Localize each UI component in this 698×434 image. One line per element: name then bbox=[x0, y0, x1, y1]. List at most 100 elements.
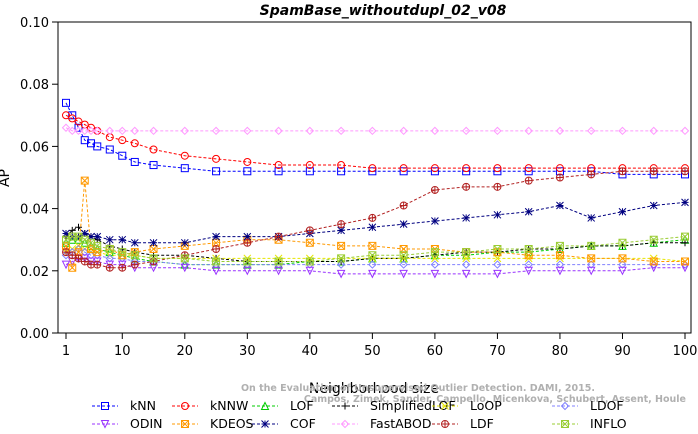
point-fastabod bbox=[461, 126, 471, 136]
y-tick-label: 0.08 bbox=[20, 78, 49, 93]
point-fastabod bbox=[368, 126, 377, 136]
point-kdeos bbox=[555, 251, 564, 260]
legend-label-knnw: kNNW bbox=[210, 398, 248, 413]
series-inflo bbox=[62, 232, 689, 266]
point-fastabod bbox=[524, 126, 533, 136]
point-odin bbox=[399, 269, 408, 279]
series-layer bbox=[61, 98, 690, 279]
point-odin bbox=[430, 269, 440, 279]
x-tick-label: 40 bbox=[302, 344, 319, 359]
point-knnw bbox=[399, 164, 408, 173]
x-tick-label: 70 bbox=[489, 344, 506, 359]
point-ldf bbox=[212, 245, 221, 254]
legend-item-knnw: kNNW bbox=[172, 398, 248, 413]
legend-marker-inflo bbox=[561, 420, 569, 428]
legend-marker-odin bbox=[100, 420, 110, 429]
point-knnw bbox=[80, 120, 89, 129]
point-ldf bbox=[493, 182, 502, 191]
point-inflo bbox=[274, 257, 283, 266]
point-cof bbox=[587, 214, 596, 222]
legend-item-lof: LOF bbox=[252, 398, 314, 413]
point-odin bbox=[305, 266, 315, 276]
point-odin bbox=[211, 266, 221, 276]
point-inflo bbox=[243, 257, 252, 266]
x-tick-label: 1 bbox=[62, 344, 70, 359]
point-kdeos bbox=[618, 254, 627, 263]
point-knnw bbox=[118, 136, 127, 145]
y-tick-label: 0.00 bbox=[20, 327, 49, 342]
legend-marker-fastabod bbox=[340, 419, 350, 429]
point-fastabod bbox=[86, 126, 96, 136]
point-cof bbox=[462, 214, 471, 222]
point-knnw bbox=[462, 164, 471, 173]
legend-label-lof: LOF bbox=[290, 398, 314, 413]
point-fastabod bbox=[618, 126, 627, 136]
point-knn bbox=[493, 167, 502, 176]
y-axis-label: AP bbox=[0, 169, 13, 187]
point-inflo bbox=[180, 254, 189, 263]
point-cof bbox=[93, 232, 102, 241]
point-cof bbox=[431, 217, 439, 225]
x-tick-label: 100 bbox=[673, 344, 698, 359]
point-kdeos bbox=[68, 263, 77, 272]
point-knn bbox=[368, 167, 377, 176]
point-cof bbox=[681, 198, 689, 207]
series-line-knn bbox=[65, 102, 685, 175]
point-kdeos bbox=[587, 254, 596, 263]
point-odin bbox=[524, 266, 533, 276]
point-fastabod bbox=[80, 126, 89, 136]
point-fastabod bbox=[211, 126, 221, 136]
point-ldof bbox=[61, 251, 71, 260]
point-knnw bbox=[212, 154, 221, 163]
point-ldf bbox=[430, 185, 439, 194]
point-ldf bbox=[368, 213, 377, 222]
point-inflo bbox=[93, 241, 102, 250]
point-ldf bbox=[649, 167, 658, 176]
legend-marker-kdeos bbox=[181, 420, 189, 428]
point-knn bbox=[337, 167, 346, 176]
point-knn bbox=[305, 167, 314, 176]
point-inflo bbox=[337, 254, 346, 263]
point-knn bbox=[462, 167, 471, 176]
legend-label-loop: LoOP bbox=[470, 398, 502, 413]
point-knnw bbox=[180, 151, 189, 160]
point-ldf bbox=[618, 167, 627, 176]
y-tick-label: 0.10 bbox=[20, 16, 49, 31]
point-knn bbox=[180, 164, 189, 173]
x-axis-label: Neighborhood size bbox=[309, 381, 439, 397]
point-fastabod bbox=[555, 126, 565, 136]
point-knn bbox=[62, 98, 70, 107]
point-kdeos bbox=[212, 238, 221, 247]
legend: kNN kNNW LOF SimplifiedLOF LoOP LDOF ODIN KDEOS… bbox=[92, 398, 627, 431]
point-fastabod bbox=[118, 126, 127, 136]
point-inflo bbox=[305, 257, 314, 266]
y-tick-label: 0.02 bbox=[20, 265, 49, 280]
point-inflo bbox=[649, 235, 658, 244]
x-tick-label: 30 bbox=[239, 344, 256, 359]
point-fastabod bbox=[336, 126, 346, 136]
point-ldf bbox=[587, 170, 596, 179]
point-ldof bbox=[368, 260, 377, 269]
point-odin bbox=[618, 266, 627, 276]
legend-label-knn: kNN bbox=[130, 398, 156, 413]
point-fastabod bbox=[149, 126, 158, 136]
legend-label-cof: COF bbox=[290, 416, 316, 431]
point-kdeos bbox=[337, 241, 346, 250]
point-fastabod bbox=[493, 126, 502, 136]
x-tick-label: 90 bbox=[614, 344, 631, 359]
series-knn bbox=[62, 98, 689, 179]
legend-marker-cof bbox=[261, 420, 269, 428]
point-ldf bbox=[681, 167, 690, 176]
point-knnw bbox=[68, 114, 77, 123]
point-ldf bbox=[243, 238, 252, 247]
point-fastabod bbox=[243, 126, 252, 136]
point-knnw bbox=[62, 111, 70, 120]
legend-label-odin: ODIN bbox=[130, 416, 163, 431]
series-knnw bbox=[62, 111, 689, 173]
point-ldf bbox=[399, 201, 408, 210]
point-kdeos bbox=[649, 257, 658, 266]
series-fastabod bbox=[61, 123, 690, 136]
point-ldof bbox=[493, 260, 502, 269]
y-axis: 0.00 0.02 0.04 0.06 0.08 0.10 bbox=[20, 16, 58, 342]
point-ldf bbox=[337, 220, 346, 229]
